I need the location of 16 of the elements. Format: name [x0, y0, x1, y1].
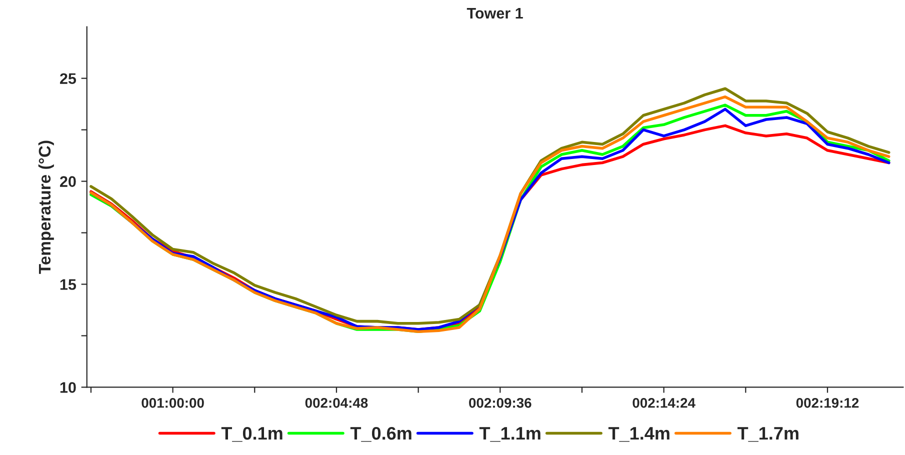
legend-label: T_1.4m [608, 427, 670, 442]
x-tick-label: 002:19:12 [796, 398, 859, 408]
legend-label: T_0.6m [350, 426, 412, 442]
legend-label: T_0.1m [221, 426, 282, 442]
x-tick-label: 002:14:24 [632, 398, 696, 408]
chart-title: Tower 1 [466, 8, 523, 19]
y-tick-label: 25 [60, 73, 76, 84]
legend-label: T_1.1m [479, 427, 540, 442]
x-tick-label: 002:09:36 [469, 398, 532, 408]
y-axis-title: Temperature (°C) [38, 140, 54, 274]
x-tick-label: 001:00:00 [142, 398, 204, 408]
y-tick-label: 15 [60, 279, 76, 290]
y-tick-label: 20 [60, 176, 76, 187]
y-tick-label: 10 [60, 382, 76, 393]
x-tick-label: 002:04:48 [305, 398, 368, 408]
legend-label: T_1.7m [737, 427, 798, 442]
